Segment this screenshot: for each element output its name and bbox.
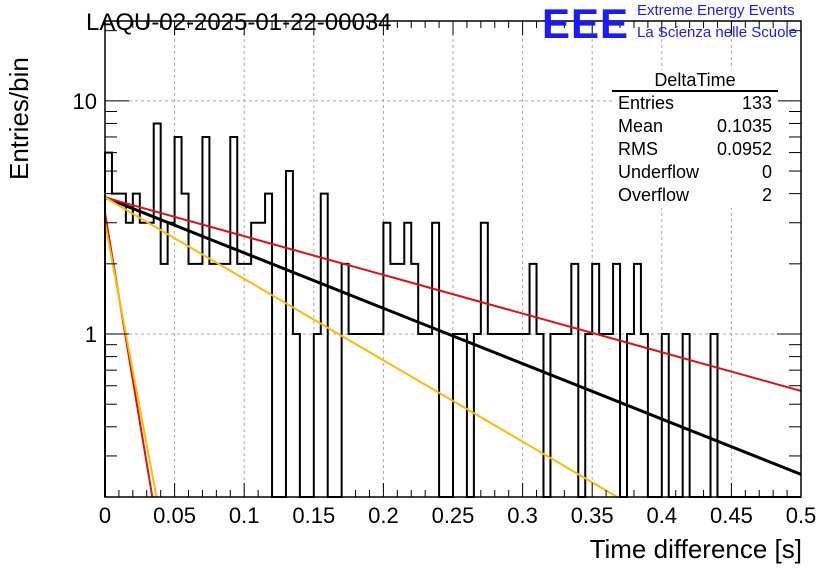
axes: 0 0.05 0.1 0.15 0.2 0.25 0.3 0.35 0.4 0.45 0.5 1 10 — [73, 20, 817, 528]
stats-value: 2 — [761, 185, 772, 205]
stats-label: Overflow — [618, 185, 690, 205]
stats-divider — [612, 90, 778, 92]
x-tick-label: 0.2 — [368, 503, 399, 528]
fit-curves — [104, 196, 802, 498]
x-tick-label: 0.35 — [571, 503, 614, 528]
stats-value: 0.0952 — [716, 139, 772, 159]
logo-line-2: La Scienza nelle Scuole — [637, 24, 798, 41]
x-tick-label: 0.1 — [229, 503, 260, 528]
stats-value: 0.1035 — [716, 116, 772, 136]
stats-label: Entries — [618, 93, 675, 113]
y-tick-label: 10 — [73, 89, 97, 114]
stats-label: Mean — [618, 116, 664, 136]
fit-line-red — [104, 196, 802, 392]
stats-label: RMS — [618, 139, 658, 159]
eee-logo: EEE — [542, 0, 630, 47]
stats-value: 0 — [761, 162, 772, 182]
x-tick-label: 0.45 — [710, 503, 753, 528]
x-tick-label: 0.15 — [292, 503, 335, 528]
logo-line-1: Extreme Energy Events — [637, 2, 795, 19]
x-tick-label: 0.4 — [647, 503, 678, 528]
y-tick-label: 1 — [85, 322, 97, 347]
fit-line-black — [104, 196, 802, 476]
x-tick-label: 0.5 — [786, 503, 817, 528]
y-axis-label: Entries/bin — [4, 57, 34, 180]
stats-value: 133 — [741, 93, 772, 113]
x-tick-label: 0.3 — [507, 503, 538, 528]
x-axis-label: Time difference [s] — [589, 534, 802, 564]
chart-title: LAQU-02-2025-01-22-00034 — [86, 9, 392, 36]
x-tick-label: 0.25 — [432, 503, 475, 528]
fit-line-orange — [104, 222, 158, 498]
stats-title: DeltaTime — [654, 70, 736, 90]
x-tick-label: 0 — [99, 503, 111, 528]
x-tick-label: 0.05 — [153, 503, 196, 528]
stats-label: Underflow — [618, 162, 700, 182]
stats-box: DeltaTime Entries 133 Mean 0.1035 RMS 0.… — [612, 70, 778, 208]
fit-line-orange — [104, 196, 618, 498]
